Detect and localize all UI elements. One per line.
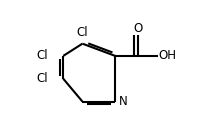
Text: O: O [133, 22, 142, 34]
Text: Cl: Cl [77, 26, 88, 39]
Text: OH: OH [159, 49, 177, 62]
Text: Cl: Cl [36, 49, 48, 62]
Text: Cl: Cl [36, 72, 48, 85]
Text: N: N [118, 95, 127, 108]
